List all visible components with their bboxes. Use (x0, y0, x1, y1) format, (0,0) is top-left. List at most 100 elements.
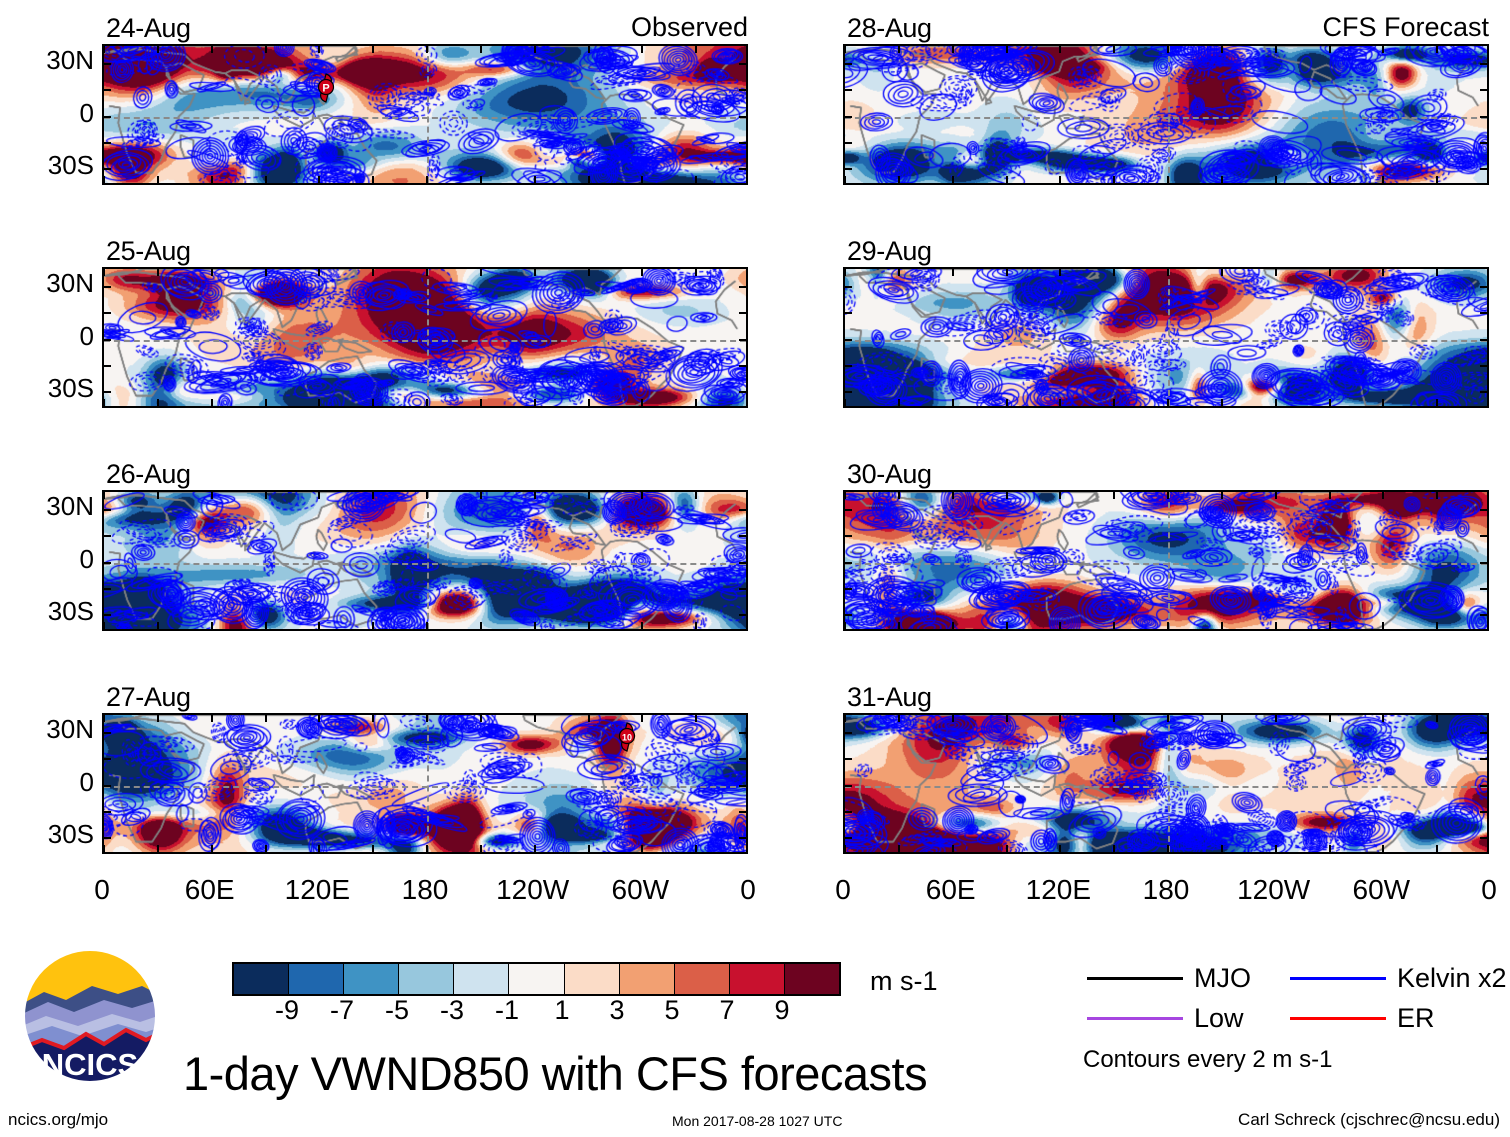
axis-tick (845, 285, 852, 288)
axis-tick (1436, 622, 1439, 629)
axis-tick (951, 176, 954, 183)
axis-tick (1220, 269, 1223, 276)
axis-tick (739, 587, 746, 590)
legend-label: Low (1194, 1003, 1244, 1033)
axis-tick (587, 492, 590, 499)
colorbar-swatch (454, 964, 510, 994)
axis-tick (264, 622, 267, 629)
axis-tick (641, 492, 644, 499)
axis-tick (210, 269, 213, 276)
axis-tick (104, 622, 105, 629)
panel-date-label: 24-Aug (106, 13, 191, 43)
axis-tick (372, 492, 375, 499)
legend-line-swatch (1087, 977, 1183, 980)
vwnd850-field (104, 269, 746, 406)
axis-tick (739, 535, 746, 538)
axis-tick (1382, 845, 1385, 852)
y-axis-label: 0 (79, 97, 94, 128)
vwnd850-field (104, 715, 746, 852)
legend-label: Kelvin x2 (1397, 963, 1507, 993)
axis-tick (426, 399, 428, 406)
axis-tick (426, 715, 428, 722)
axis-tick (1220, 492, 1223, 499)
axis-tick (104, 168, 111, 171)
svg-text:P: P (322, 82, 329, 94)
axis-tick (318, 845, 321, 852)
axis-tick (641, 269, 644, 276)
axis-tick (739, 141, 746, 144)
axis-tick (156, 492, 159, 499)
axis-tick (318, 492, 321, 499)
axis-tick (1436, 492, 1439, 499)
x-axis-label: 120E (1025, 874, 1092, 905)
y-axis-label: 30S (47, 150, 94, 181)
axis-tick (1480, 168, 1487, 171)
axis-tick (104, 508, 111, 511)
panel-date-label: 31-Aug (847, 682, 932, 712)
axis-tick (845, 614, 852, 617)
axis-tick (104, 535, 111, 538)
axis-tick (1113, 176, 1116, 183)
axis-tick (695, 176, 698, 183)
axis-tick (156, 622, 159, 629)
map-panel: P (102, 44, 748, 185)
axis-tick (739, 115, 746, 118)
axis-tick (104, 492, 105, 499)
axis-tick (845, 837, 852, 840)
axis-tick (156, 845, 159, 852)
axis-tick (1167, 622, 1169, 629)
axis-tick (1274, 176, 1277, 183)
vwnd850-field (845, 492, 1487, 629)
map-panel (843, 267, 1489, 408)
axis-tick (210, 492, 213, 499)
axis-tick (104, 62, 111, 65)
axis-tick (739, 614, 746, 617)
axis-tick (951, 715, 954, 722)
x-axis-label: 60E (184, 874, 235, 905)
axis-tick (372, 715, 375, 722)
axis-tick (1480, 89, 1487, 92)
axis-tick (1059, 399, 1062, 406)
axis-tick (372, 176, 375, 183)
axis-tick (1382, 399, 1385, 406)
axis-tick (1274, 715, 1277, 722)
axis-tick (1382, 715, 1385, 722)
axis-tick (1328, 845, 1331, 852)
colorbar-tick-label: -7 (329, 995, 355, 1025)
axis-tick (739, 758, 746, 761)
column-header-forecast: CFS Forecast (1322, 12, 1489, 42)
x-axis-label: 120W (1237, 874, 1311, 905)
axis-tick (533, 46, 536, 53)
y-axis-label: 30N (46, 490, 94, 521)
page-title: 1-day VWND850 with CFS forecasts (183, 1047, 928, 1100)
footer-website[interactable]: ncics.org/mjo (8, 1110, 109, 1129)
axis-tick (104, 364, 111, 367)
axis-tick (845, 561, 852, 564)
axis-tick (1005, 176, 1008, 183)
axis-tick (479, 176, 482, 183)
vwnd850-field (104, 492, 746, 629)
axis-tick (1059, 845, 1062, 852)
equator-guide (104, 339, 746, 342)
axis-tick (1167, 845, 1169, 852)
axis-tick (426, 176, 428, 183)
axis-tick (104, 837, 111, 840)
axis-tick (1480, 62, 1487, 65)
colorbar-tick-label: -3 (439, 995, 465, 1025)
axis-tick (104, 731, 111, 734)
axis-tick (104, 46, 105, 53)
axis-tick (845, 168, 852, 171)
legend-label: ER (1397, 1003, 1435, 1033)
axis-tick (1059, 715, 1062, 722)
ncics-logo[interactable]: NCICS (22, 948, 158, 1084)
axis-tick (1059, 269, 1062, 276)
y-axis-label: 30S (47, 596, 94, 627)
axis-tick (104, 758, 111, 761)
axis-tick (156, 269, 159, 276)
legend-contour-note: Contours every 2 m s-1 (1083, 1046, 1333, 1073)
dateline-guide (1168, 269, 1170, 406)
x-axis-label: 60E (925, 874, 976, 905)
column-header-observed: Observed (630, 12, 748, 42)
y-axis-label: 30N (46, 44, 94, 75)
colorbar (232, 962, 841, 996)
